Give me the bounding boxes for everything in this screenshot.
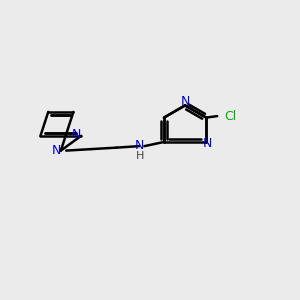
Text: N: N — [135, 139, 144, 152]
Text: N: N — [52, 144, 61, 157]
Text: N: N — [203, 137, 212, 150]
Text: N: N — [72, 128, 81, 141]
Text: N: N — [180, 95, 190, 108]
Text: H: H — [135, 151, 144, 160]
Text: Cl: Cl — [224, 110, 236, 123]
